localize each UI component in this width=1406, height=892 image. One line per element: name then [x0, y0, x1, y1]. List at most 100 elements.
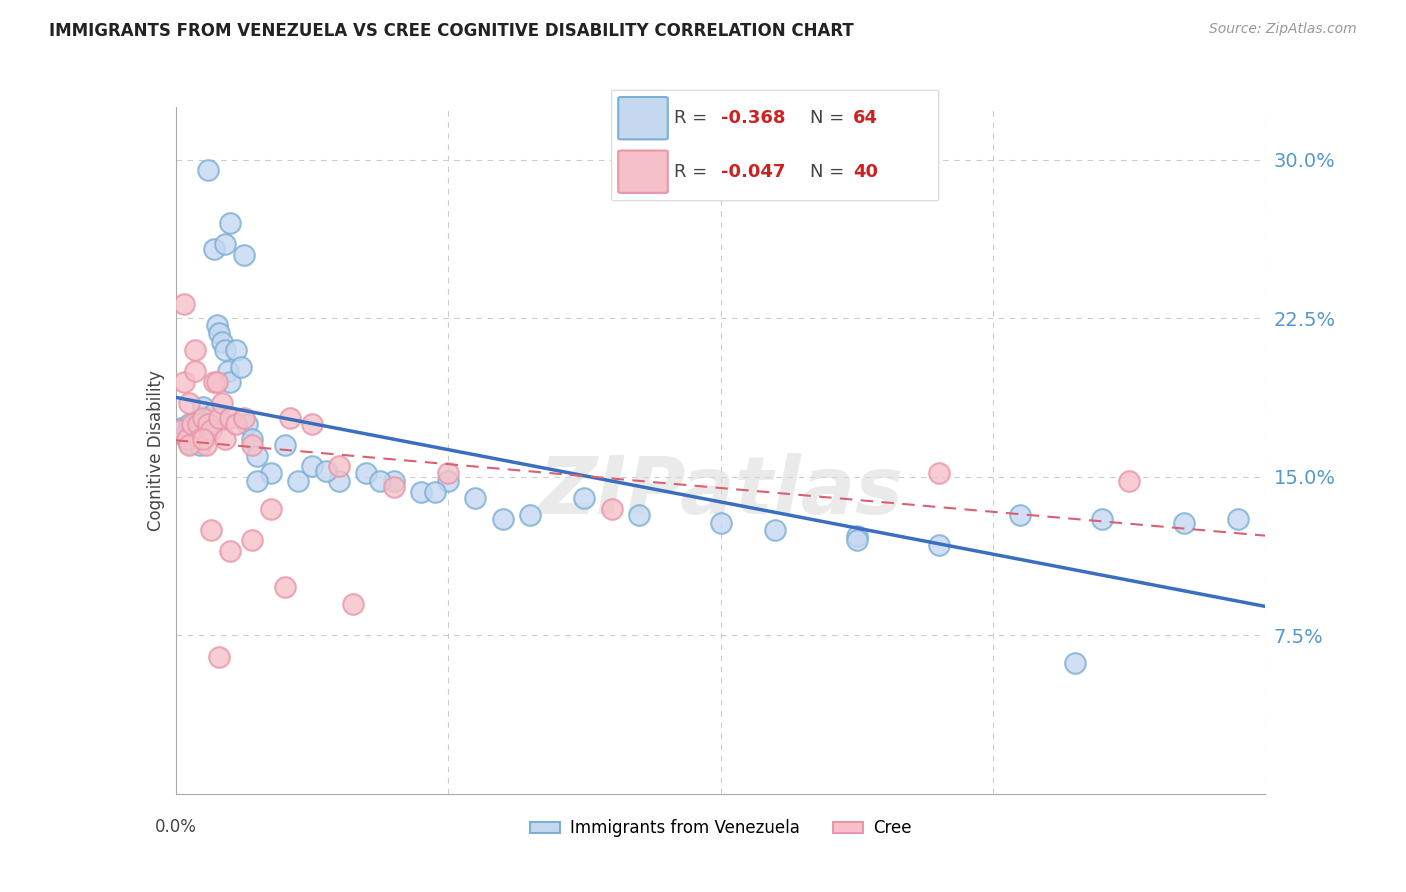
Point [200, 423, 222, 437]
Point [232, 248, 254, 262]
Point [464, 491, 486, 505]
Point [437, 474, 460, 488]
Point [519, 508, 541, 522]
Text: 0.0%: 0.0% [155, 818, 197, 836]
Point [214, 237, 236, 252]
Point [202, 242, 225, 256]
Point [1118, 474, 1140, 488]
Point [260, 466, 283, 480]
Point [845, 529, 868, 543]
FancyBboxPatch shape [619, 97, 668, 139]
Point [219, 216, 242, 230]
Point [845, 533, 868, 548]
Point [173, 296, 195, 310]
Point [200, 523, 222, 537]
Point [176, 432, 198, 446]
Point [328, 474, 350, 488]
Point [423, 484, 446, 499]
Text: -0.047: -0.047 [721, 162, 785, 181]
Point [186, 417, 209, 431]
Point [382, 480, 405, 494]
Point [1227, 512, 1250, 526]
Point [627, 508, 650, 522]
Point [382, 474, 405, 488]
Point [217, 364, 239, 378]
Text: IMMIGRANTS FROM VENEZUELA VS CREE COGNITIVE DISABILITY CORRELATION CHART: IMMIGRANTS FROM VENEZUELA VS CREE COGNIT… [49, 22, 853, 40]
Point [205, 375, 228, 389]
Point [208, 326, 231, 341]
Point [214, 343, 236, 357]
Point [235, 417, 257, 431]
Point [240, 533, 263, 548]
Point [240, 438, 263, 452]
Point [315, 464, 337, 478]
Point [600, 501, 623, 516]
Point [184, 430, 207, 444]
Point [574, 491, 596, 505]
Text: R =: R = [675, 109, 713, 128]
Point [1063, 656, 1085, 670]
Point [928, 537, 950, 551]
Point [1091, 512, 1114, 526]
Text: R =: R = [675, 162, 713, 181]
Point [710, 516, 733, 531]
Point [246, 449, 269, 463]
Text: N =: N = [810, 162, 849, 181]
Point [356, 466, 378, 480]
Point [208, 649, 231, 664]
Text: ZIPatlas: ZIPatlas [538, 452, 903, 531]
Point [1010, 508, 1032, 522]
Point [214, 432, 236, 446]
Point [181, 417, 204, 431]
Point [197, 163, 219, 178]
Text: 40: 40 [853, 162, 877, 181]
Point [170, 421, 193, 435]
Point [219, 544, 242, 558]
Point [1173, 516, 1195, 531]
Point [191, 400, 214, 414]
FancyBboxPatch shape [619, 151, 668, 193]
Point [181, 425, 204, 440]
Point [191, 410, 214, 425]
Point [194, 413, 217, 427]
Point [928, 466, 950, 480]
Point [342, 597, 364, 611]
Point [492, 512, 515, 526]
Point [197, 421, 219, 435]
Point [181, 419, 204, 434]
Point [219, 375, 242, 389]
Point [179, 436, 201, 450]
Legend: Immigrants from Venezuela, Cree: Immigrants from Venezuela, Cree [523, 813, 918, 844]
Point [191, 425, 214, 440]
Point [437, 466, 460, 480]
Point [188, 410, 211, 425]
Point [186, 417, 209, 431]
Point [301, 459, 323, 474]
Point [274, 580, 297, 594]
Point [232, 410, 254, 425]
Point [211, 334, 233, 349]
Text: Source: ZipAtlas.com: Source: ZipAtlas.com [1209, 22, 1357, 37]
Point [170, 423, 193, 437]
Point [246, 474, 269, 488]
Point [188, 438, 211, 452]
Point [179, 417, 201, 431]
Point [173, 375, 195, 389]
Point [191, 432, 214, 446]
Text: N =: N = [810, 109, 849, 128]
Text: 64: 64 [853, 109, 877, 128]
Point [197, 417, 219, 431]
Point [205, 318, 228, 332]
Point [179, 438, 201, 452]
Point [301, 417, 323, 431]
Point [176, 432, 198, 446]
Point [240, 432, 263, 446]
Point [184, 421, 207, 435]
Point [194, 438, 217, 452]
Point [184, 364, 207, 378]
Point [409, 484, 432, 499]
Point [188, 432, 211, 446]
Point [176, 423, 198, 437]
Point [274, 438, 297, 452]
Point [260, 501, 283, 516]
